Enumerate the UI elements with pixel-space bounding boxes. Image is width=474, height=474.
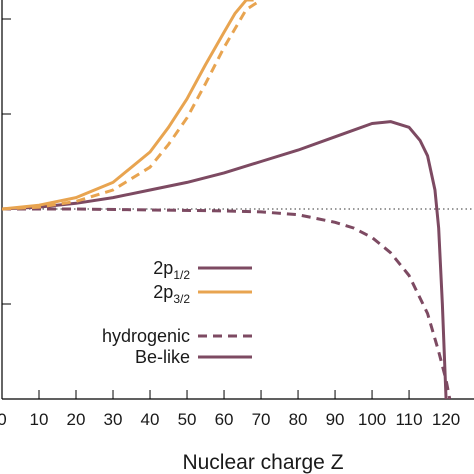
x-axis-ticks: 0 10 20 30 40 50 60 70 80 90 100 110 120: [0, 390, 460, 429]
x-tick-label: 90: [326, 410, 345, 429]
x-tick-label: 120: [432, 410, 460, 429]
series-line-2: [2, 0, 254, 211]
x-tick-label: 0: [0, 410, 7, 429]
x-tick-label: 60: [215, 410, 234, 429]
series-layer: [2, 0, 452, 399]
x-tick-label: 70: [252, 410, 271, 429]
x-tick-label: 30: [104, 410, 123, 429]
x-tick-label: 20: [67, 410, 86, 429]
y-axis-ticks: [2, 18, 11, 305]
legend-label: 2p3/2: [153, 282, 190, 306]
x-tick-label: 110: [395, 410, 422, 429]
plot-frame: [1, 0, 474, 400]
series-line-3: [2, 0, 262, 211]
x-axis-title: Nuclear charge Z: [182, 451, 343, 474]
x-tick-label: 10: [30, 410, 49, 429]
x-tick-label: 50: [178, 410, 197, 429]
legend-label: Be-like: [135, 347, 190, 367]
x-tick-label: 100: [358, 410, 386, 429]
x-tick-label: 80: [289, 410, 308, 429]
series-line-0: [2, 120, 448, 399]
x-tick-label: 40: [141, 410, 160, 429]
legend-label: hydrogenic: [102, 326, 190, 346]
legend-label: 2p1/2: [153, 258, 190, 282]
series-line-1: [2, 207, 452, 399]
